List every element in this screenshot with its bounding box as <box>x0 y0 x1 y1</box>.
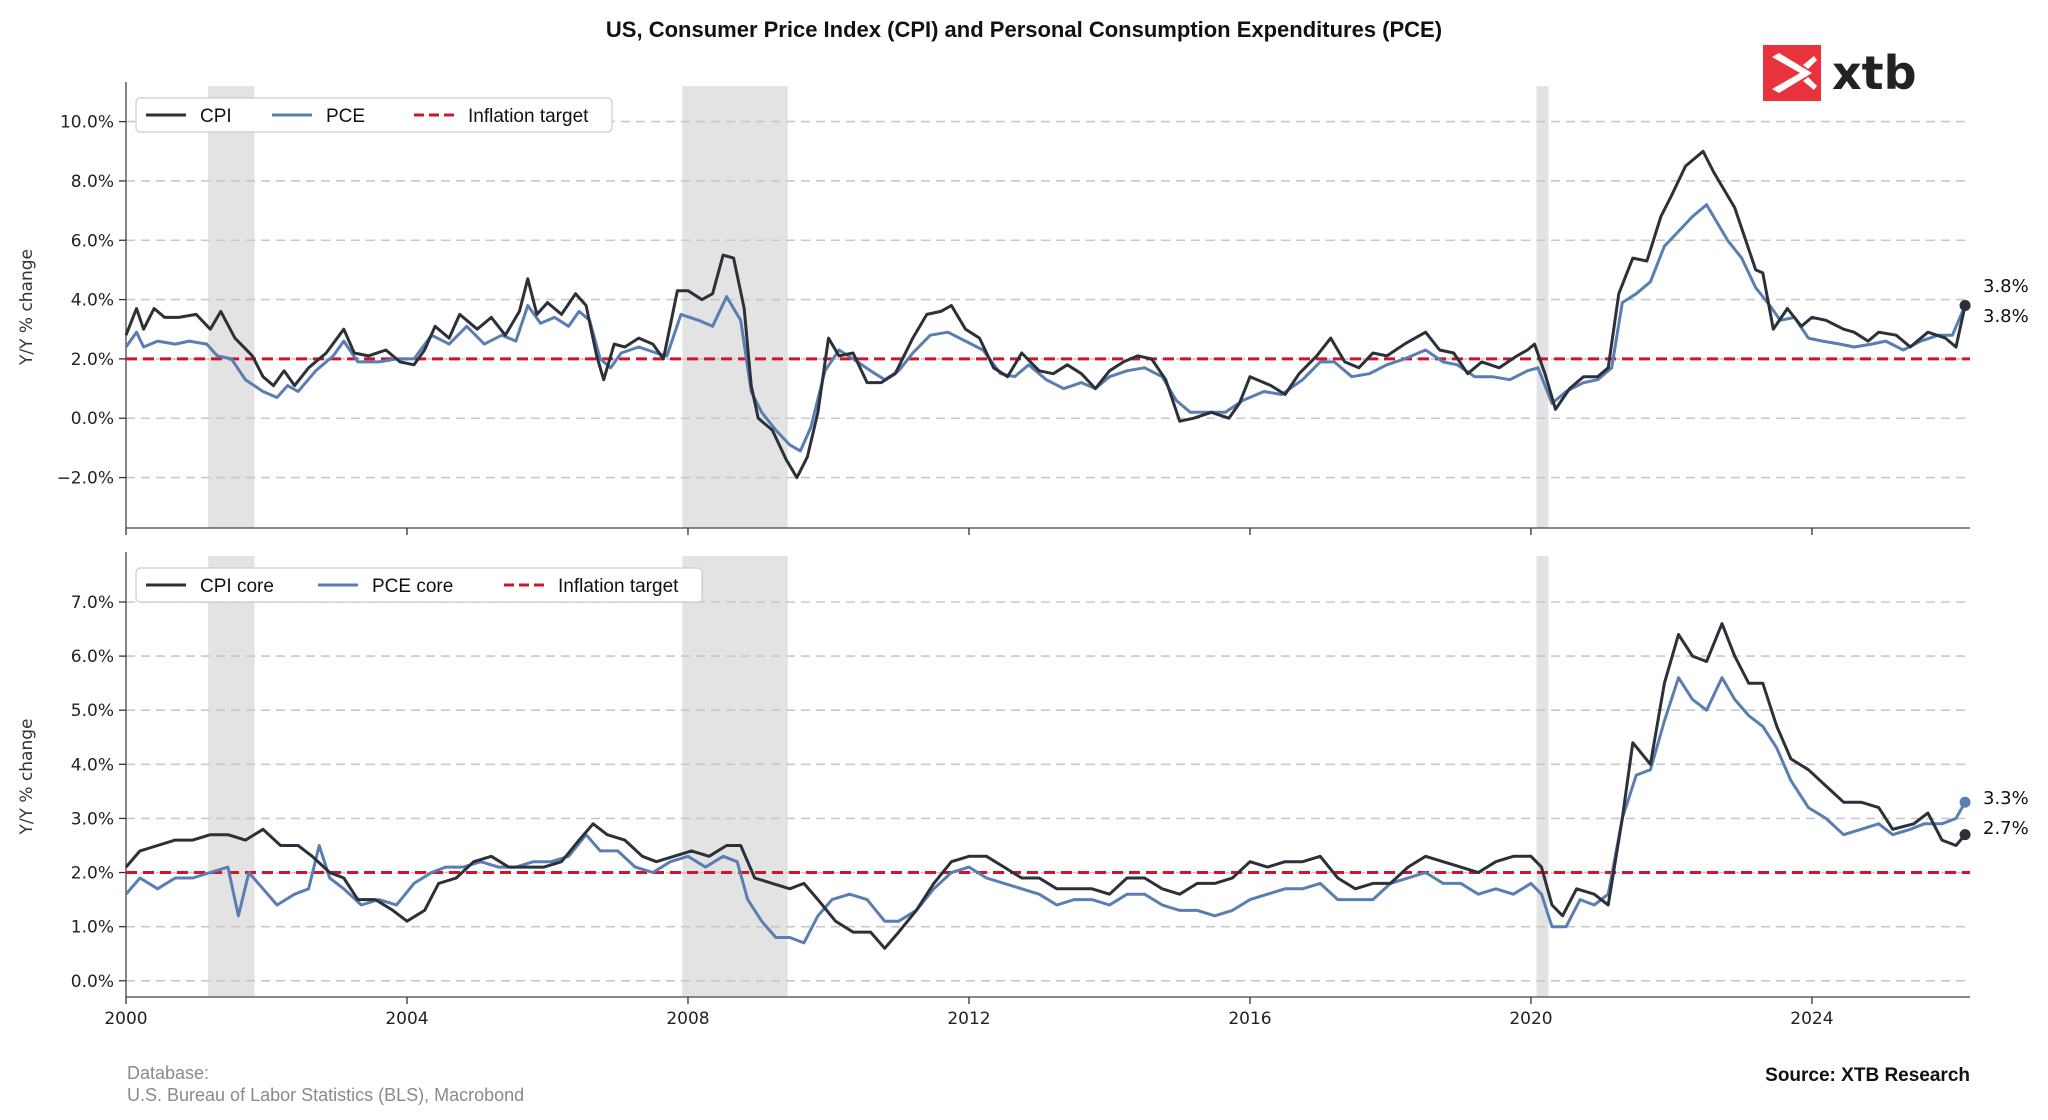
footer-source: Source: XTB Research <box>1765 1065 1970 1086</box>
legend-box <box>135 567 703 603</box>
footer-database-value: U.S. Bureau of Labor Statistics (BLS), M… <box>127 1085 524 1105</box>
series-end-point-cpi <box>1959 829 1971 841</box>
y-tick-label: 0.0% <box>71 972 114 992</box>
recession-band <box>208 556 255 997</box>
legend-entry: PCE <box>326 106 365 127</box>
end-value-label: 3.8% <box>1983 276 2029 297</box>
legend-entry: PCE core <box>372 576 453 597</box>
recession-band <box>682 556 788 997</box>
xtb-logo-text: xtb <box>1832 46 1917 100</box>
y-tick-label: 6.0% <box>71 647 114 667</box>
x-tick-label: 2024 <box>1790 1009 1833 1029</box>
series-line-pce <box>124 203 1967 453</box>
legend: CPI core PCE core Inflation target <box>135 567 703 603</box>
y-tick-label: 2.0% <box>71 864 114 884</box>
series-line-cpi <box>124 622 1967 950</box>
y-tick-label: 7.0% <box>71 593 114 613</box>
y-tick-label: 4.0% <box>71 291 114 311</box>
x-tick-label: 2008 <box>666 1009 709 1029</box>
x-tick-label: 2016 <box>1228 1009 1271 1029</box>
y-tick-label: 2.0% <box>71 350 114 370</box>
legend-entry: Inflation target <box>558 576 679 597</box>
y-tick-label: 3.0% <box>71 809 114 829</box>
recession-band <box>1536 556 1549 997</box>
recession-band <box>682 86 788 528</box>
series-end-point-cpi <box>1959 300 1971 312</box>
xtb-x-mark-glyph <box>1772 53 1817 93</box>
x-axis: 2000 2004 2008 2012 2016 2020 2024 <box>104 528 1834 1029</box>
x-tick-label: 2004 <box>385 1009 428 1029</box>
xtb-x-mark-icon <box>1763 45 1821 101</box>
y-tick-label: 5.0% <box>71 701 114 721</box>
chart-title: US, Consumer Price Index (CPI) and Perso… <box>606 17 1442 42</box>
y-tick-label: 0.0% <box>71 409 114 429</box>
panel-core: 0.0% 1.0% 2.0% 3.0% 4.0% 5.0% 6.0% 7.0% Y/Y % ch… <box>17 552 2029 998</box>
y-axis-title: Y/Y % change <box>17 249 37 366</box>
y-tick-label: 8.0% <box>71 172 114 192</box>
x-tick-label: 2000 <box>104 1009 147 1029</box>
end-value-label: 3.8% <box>1983 306 2029 327</box>
legend-entry: Inflation target <box>468 106 589 127</box>
series-end-point-pce <box>1959 796 1971 808</box>
x-tick-label: 2012 <box>947 1009 990 1029</box>
legend-box <box>135 97 613 133</box>
legend: CPI PCE Inflation target <box>135 97 613 133</box>
footer-database-label: Database: <box>127 1063 209 1083</box>
recession-band <box>1536 86 1549 528</box>
y-tick-label: 4.0% <box>71 755 114 775</box>
x-tick-label: 2020 <box>1509 1009 1552 1029</box>
series-line-cpi <box>124 149 1967 480</box>
y-tick-label: 1.0% <box>71 918 114 938</box>
legend-entry: CPI <box>200 106 232 127</box>
legend-entry: CPI core <box>200 576 274 597</box>
y-tick-label: 10.0% <box>60 113 114 133</box>
panel-cpi-pce: −2.0% 0.0% 2.0% 4.0% 6.0% 8.0% 10.0% Y/Y % chan… <box>17 82 2029 529</box>
y-axis-title: Y/Y % change <box>17 718 37 835</box>
end-value-label: 2.7% <box>1983 818 2029 839</box>
series-line-pce <box>124 676 1967 945</box>
y-tick-label: 6.0% <box>71 231 114 251</box>
y-tick-label: −2.0% <box>57 469 114 489</box>
xtb-logo: xtb <box>1763 45 1917 101</box>
recession-band <box>208 86 255 528</box>
end-value-label: 3.3% <box>1983 788 2029 809</box>
